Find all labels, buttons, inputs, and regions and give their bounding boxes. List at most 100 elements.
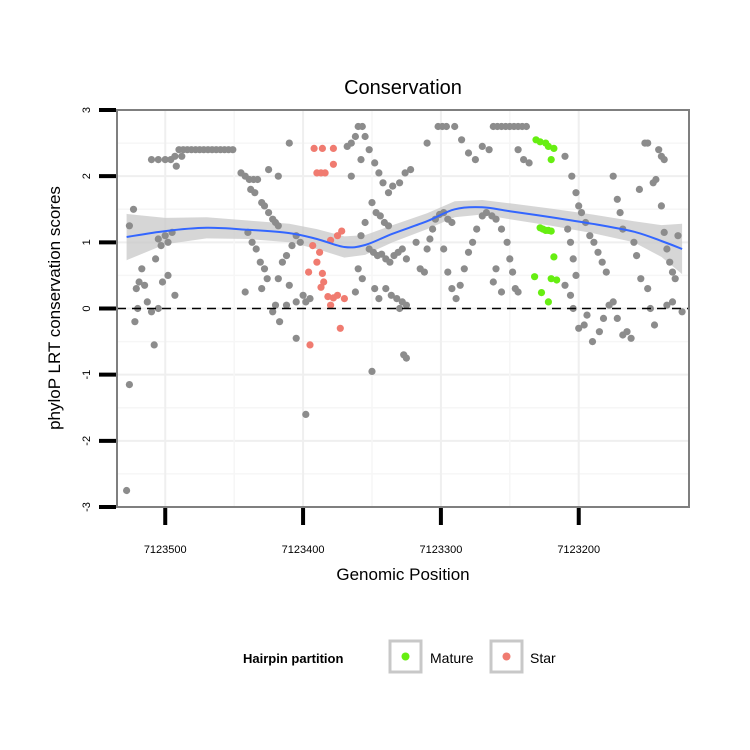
point-other: [276, 318, 284, 326]
point-other: [657, 202, 666, 210]
point-other: [442, 122, 450, 131]
point-star: [321, 169, 329, 177]
point-other: [448, 285, 456, 293]
point-other: [588, 338, 597, 346]
smooth-trend-line: [126, 206, 683, 250]
point-other: [368, 199, 376, 207]
point-other: [616, 209, 624, 217]
legend-title: Hairpin partition: [243, 651, 343, 666]
point-other: [161, 232, 169, 240]
point-star: [324, 293, 332, 301]
point-other: [357, 232, 365, 240]
x-tick-label: 7123300: [419, 544, 462, 556]
point-other: [572, 271, 580, 279]
point-other: [357, 156, 365, 164]
point-other: [514, 288, 522, 296]
point-other: [426, 235, 434, 243]
point-other: [343, 142, 351, 150]
point-other: [141, 281, 149, 289]
point-other: [514, 146, 522, 154]
point-other: [347, 172, 355, 180]
point-other: [164, 271, 172, 279]
point-other: [402, 255, 410, 263]
point-mature: [544, 142, 553, 150]
point-other: [473, 225, 481, 233]
point-other: [492, 265, 500, 273]
point-other: [241, 288, 249, 296]
point-other: [269, 308, 277, 316]
point-other: [274, 172, 282, 180]
point-other: [396, 179, 404, 187]
point-other: [375, 295, 383, 303]
point-other: [150, 341, 158, 349]
y-tick-label: -2: [81, 436, 93, 446]
plot-panel: [116, 109, 690, 508]
point-other: [123, 486, 131, 495]
point-other: [660, 156, 668, 164]
point-other: [650, 321, 659, 329]
point-other: [296, 238, 304, 246]
point-other: [564, 225, 572, 233]
point-other: [229, 146, 237, 154]
point-other: [258, 285, 266, 293]
point-other: [575, 324, 583, 332]
point-other: [444, 268, 452, 276]
point-other: [171, 152, 179, 160]
point-mature: [544, 298, 553, 306]
point-other: [452, 295, 460, 303]
point-other: [561, 152, 569, 160]
point-star: [316, 248, 324, 256]
confidence-ribbon: [126, 200, 683, 275]
point-star: [338, 227, 346, 235]
point-other: [623, 328, 631, 336]
point-other: [633, 252, 641, 260]
point-other: [361, 132, 369, 141]
point-other: [402, 301, 410, 309]
point-other: [663, 301, 671, 309]
point-other: [522, 122, 531, 131]
point-other: [649, 179, 657, 187]
point-other: [464, 149, 473, 157]
point-star: [310, 144, 318, 152]
point-other: [278, 258, 286, 266]
legend-label-mature: Mature: [430, 650, 474, 666]
point-other: [456, 281, 464, 289]
x-tick-label: 7123400: [282, 544, 325, 556]
point-other: [387, 291, 395, 299]
point-other: [407, 166, 415, 174]
point-other: [497, 225, 506, 233]
point-other: [274, 222, 282, 230]
point-star: [313, 258, 321, 266]
point-other: [129, 205, 138, 213]
x-axis: 7123500 7123400 7123300 7123200: [144, 508, 600, 556]
point-star: [318, 144, 326, 152]
point-other: [577, 209, 586, 217]
point-other: [378, 250, 386, 258]
point-other: [361, 218, 369, 227]
point-mature: [550, 253, 558, 261]
point-other: [508, 268, 517, 276]
point-other: [668, 268, 677, 276]
legend: Hairpin partition Mature Star: [243, 639, 556, 674]
point-other: [138, 265, 146, 273]
point-other: [164, 238, 172, 246]
point-star: [329, 144, 337, 152]
point-other: [469, 238, 477, 246]
x-tick-label: 7123200: [557, 544, 600, 556]
point-other: [125, 381, 133, 389]
point-other: [478, 142, 486, 150]
point-other: [371, 285, 379, 293]
point-other: [402, 354, 410, 362]
y-tick-label: 0: [81, 305, 93, 311]
y-tick-label: 1: [81, 239, 93, 245]
point-mature: [531, 273, 539, 281]
point-other: [172, 162, 180, 170]
point-other: [580, 321, 588, 329]
point-other: [158, 278, 167, 286]
point-mature: [547, 227, 555, 235]
point-other: [401, 169, 409, 177]
point-other: [412, 238, 420, 246]
point-other: [147, 308, 156, 316]
point-other: [568, 172, 576, 180]
